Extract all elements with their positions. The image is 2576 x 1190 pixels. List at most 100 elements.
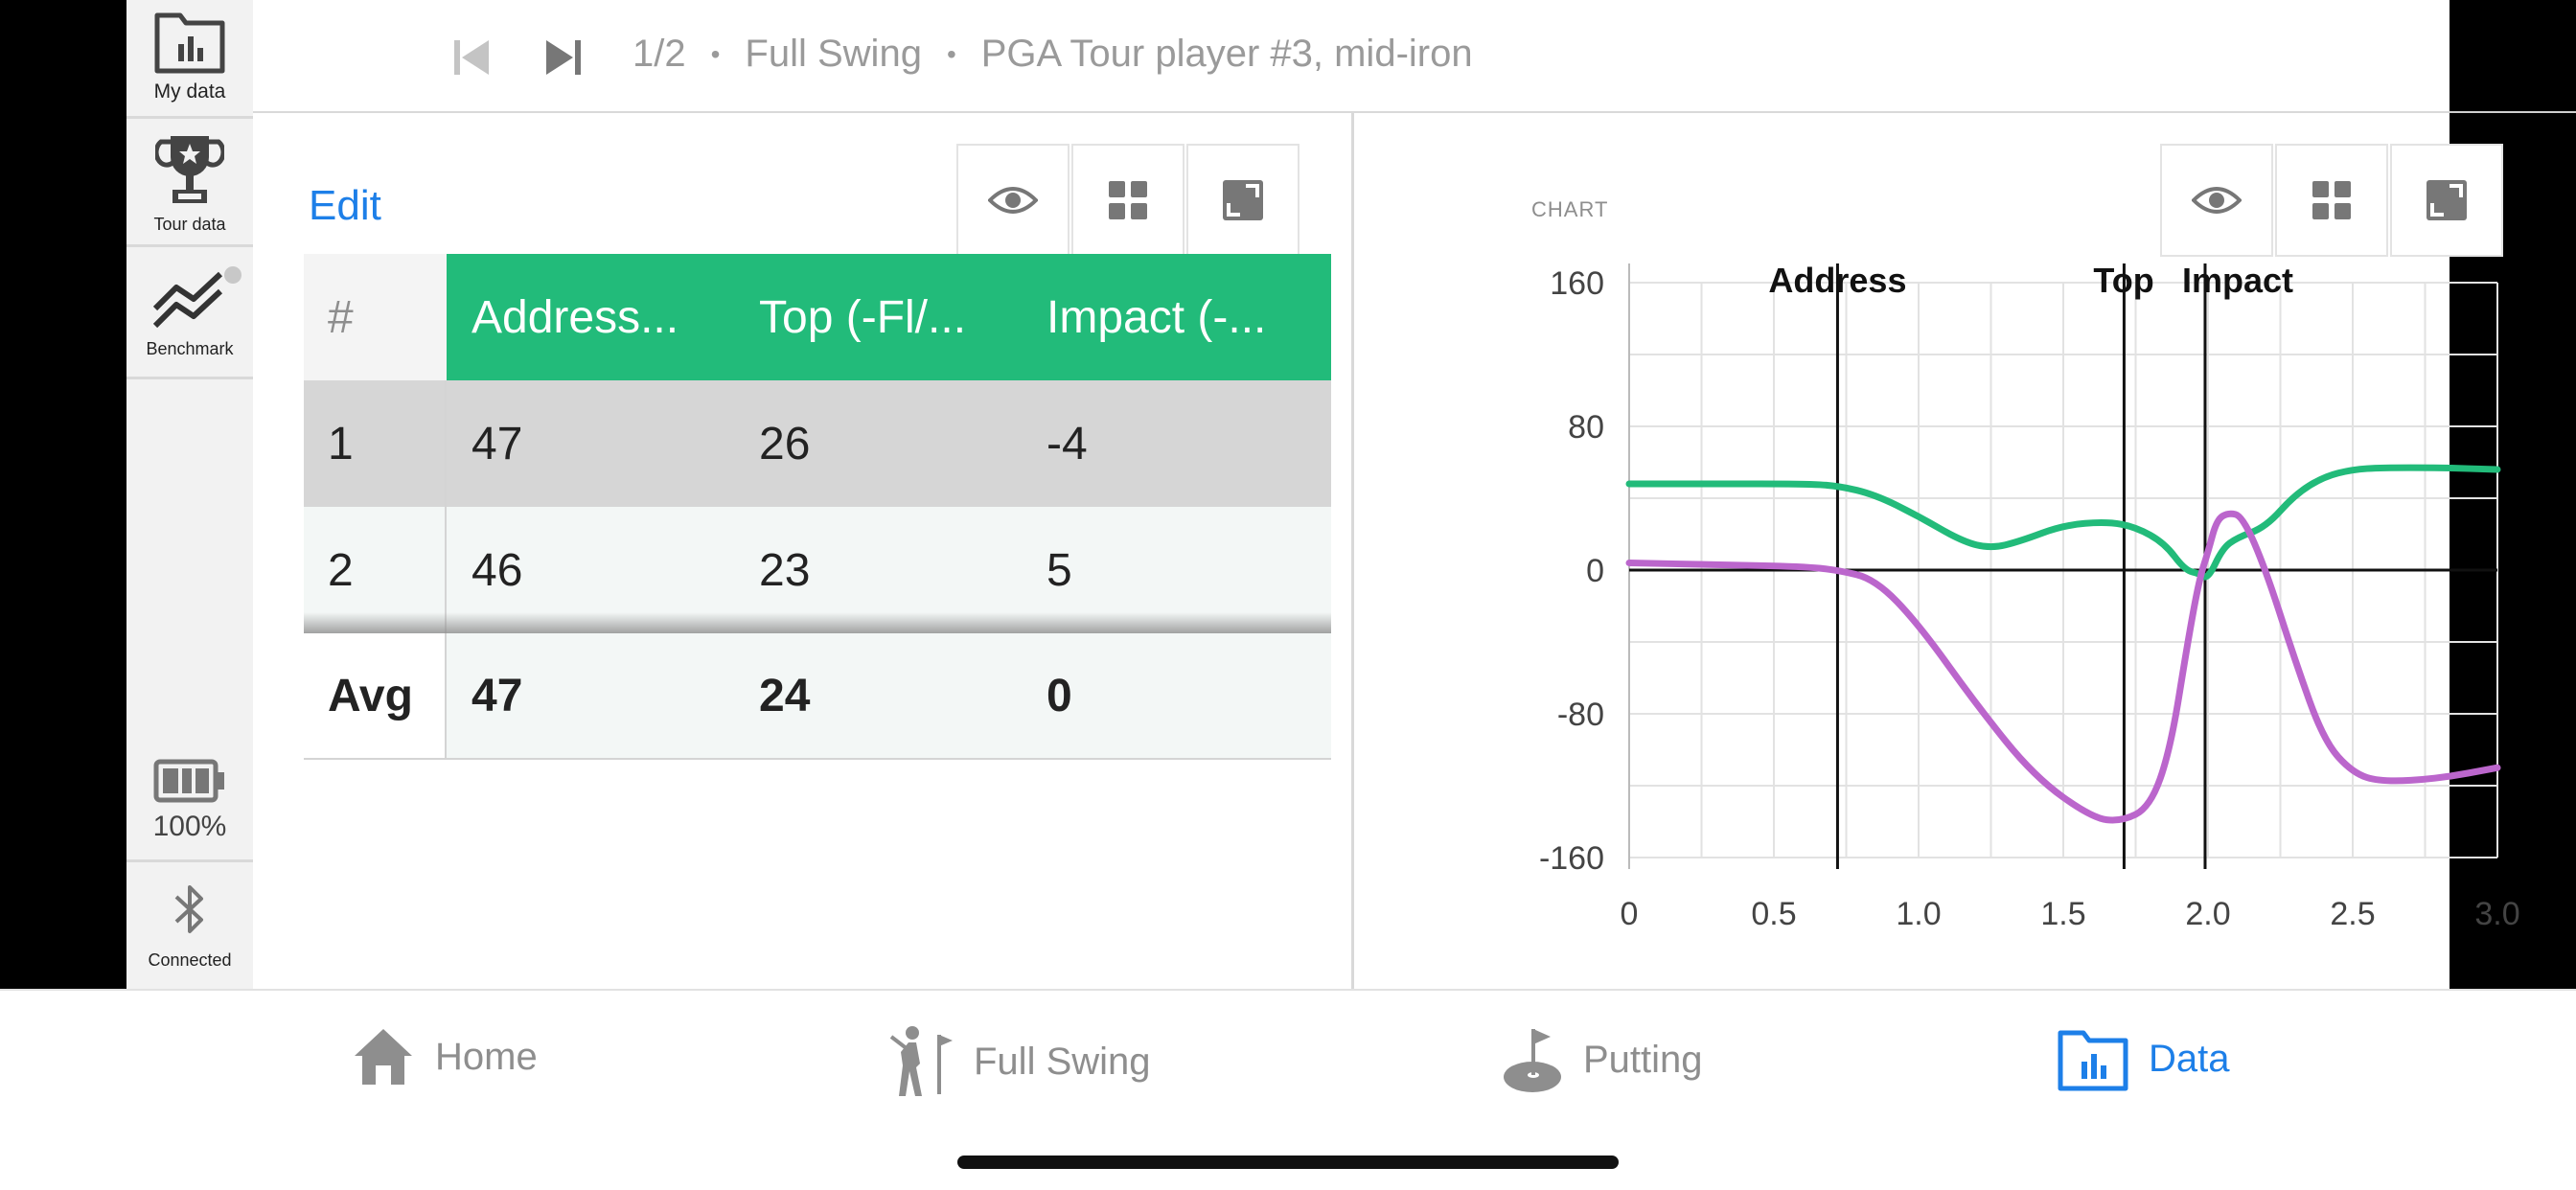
nav-putting[interactable]: Putting [1501,1025,1703,1094]
bottom-nav: Home Full Swing Putting Data [0,989,2576,1190]
battery-icon [153,759,224,803]
table-cell: 1 [304,380,447,507]
letterbox-line [2450,111,2576,113]
breadcrumb-separator: • [710,38,721,69]
y-tick-label: 160 [1550,265,1604,302]
table-cell: 47 [472,670,523,721]
home-indicator [957,1156,1619,1169]
nav-data[interactable]: Data [2057,1025,2230,1092]
folder-chart-icon [2058,1030,2128,1091]
folder-chart-icon [154,12,225,74]
battery-percent: 100% [152,811,227,842]
line-chart[interactable]: 160 80 0 -80 -160 0 0.5 1.0 1.5 2.0 2.5 3.0 Address T… [1480,244,2530,953]
header-bar: 1/2 • Full Swing • PGA Tour player #3, m… [253,0,2450,113]
bluetooth-status[interactable]: Connected [126,862,253,989]
table-visibility-button[interactable] [956,144,1070,257]
breadcrumb: 1/2 • Full Swing • PGA Tour player #3, m… [632,33,1473,76]
eye-icon [988,187,1038,214]
event-label: Address [1768,261,1906,300]
table-layout-button[interactable] [1071,144,1184,257]
table-header-row: # Address... Top (-Fl/... Impact (-... [304,254,1331,380]
column-header-impact[interactable]: Impact (-... [1022,254,1331,380]
swing-position: 1/2 [632,33,686,75]
chart-layout-button[interactable] [2275,144,2388,257]
app-window: My data Tour data Benchmark [126,0,2520,989]
x-tick-label: 2.5 [2330,896,2375,932]
chart-expand-button[interactable] [2390,144,2503,257]
table-expand-button[interactable] [1186,144,1300,257]
sidebar-item-tour-data[interactable]: Tour data [126,119,253,247]
bluetooth-label: Connected [148,950,232,970]
table-cell: 24 [759,670,811,721]
nav-full-swing[interactable]: Full Swing [884,1025,1151,1098]
chart-label: CHART [1531,197,1609,221]
chart-visibility-button[interactable] [2160,144,2273,257]
table-cell: 5 [1046,544,1072,596]
home-icon [355,1029,412,1085]
y-tick-label: 80 [1568,409,1604,446]
benchmark-badge-dot [224,266,242,284]
y-tick-label: -160 [1539,840,1604,877]
table-row[interactable]: 1 47 26 -4 [304,380,1331,507]
benchmark-chart-icon [152,271,223,329]
table-average-row: Avg 47 24 0 [304,633,1331,760]
table-cell: -4 [1046,418,1088,469]
table-cell: 23 [759,544,811,596]
golfer-icon [889,1026,953,1096]
table-cell: 0 [1046,670,1072,721]
table-row[interactable]: 2 46 23 5 [304,507,1331,633]
table-cell: 26 [759,418,811,469]
event-label: Impact [2182,261,2293,300]
skip-next-button[interactable] [535,29,592,86]
data-table: # Address... Top (-Fl/... Impact (-... 1… [304,254,1331,760]
sidebar-item-label: My data [153,80,226,103]
sidebar-item-label: Tour data [153,215,226,234]
x-tick-label: 0 [1621,896,1639,932]
sidebar-item-my-data[interactable]: My data [126,0,253,119]
swing-mode: Full Swing [745,33,922,75]
nav-label: Full Swing [974,1040,1151,1083]
series-line-2 [1625,510,2501,824]
breadcrumb-separator: • [946,38,956,69]
x-tick-label: 1.5 [2040,896,2085,932]
skip-previous-icon [454,40,489,75]
eye-icon [2192,187,2242,214]
edit-button[interactable]: Edit [309,182,381,229]
chart-toolbar [2160,144,2505,257]
column-header-top[interactable]: Top (-Fl/... [734,254,1022,380]
trophy-icon [155,136,224,203]
sidebar-item-benchmark[interactable]: Benchmark [126,247,253,379]
x-tick-label: 0.5 [1751,896,1796,932]
column-header-address[interactable]: Address... [447,254,734,380]
putting-green-icon [1504,1029,1561,1092]
table-cell: Avg [304,633,447,758]
nav-label: Putting [1583,1038,1703,1081]
column-header-index[interactable]: # [304,254,447,380]
nav-home[interactable]: Home [351,1025,538,1088]
skip-next-icon [546,40,581,75]
left-letterbox [0,0,126,989]
x-tick-label: 2.0 [2185,896,2230,932]
sidebar-item-label: Benchmark [146,339,234,358]
table-cell: 2 [304,507,447,633]
skip-previous-button[interactable] [443,29,500,86]
y-tick-label: -80 [1557,697,1604,733]
x-tick-label: 1.0 [1896,896,1941,932]
table-cell: 46 [472,544,523,596]
series-line-1 [1625,464,2501,581]
grid-icon [2312,181,2351,219]
event-label: Top [2093,261,2153,300]
battery-status: 100% [126,747,253,862]
x-tick-label: 3.0 [2474,896,2519,932]
nav-label: Home [435,1035,538,1078]
panel-divider [1351,113,1354,989]
session-name: PGA Tour player #3, mid-iron [980,33,1473,75]
y-tick-label: 0 [1586,553,1604,589]
table-toolbar [956,144,1301,257]
expand-icon [2426,180,2467,220]
bluetooth-icon [174,885,203,933]
nav-label: Data [2149,1037,2230,1080]
grid-icon [1109,181,1147,219]
sidebar: My data Tour data Benchmark [126,0,253,989]
table-cell: 47 [472,418,523,469]
